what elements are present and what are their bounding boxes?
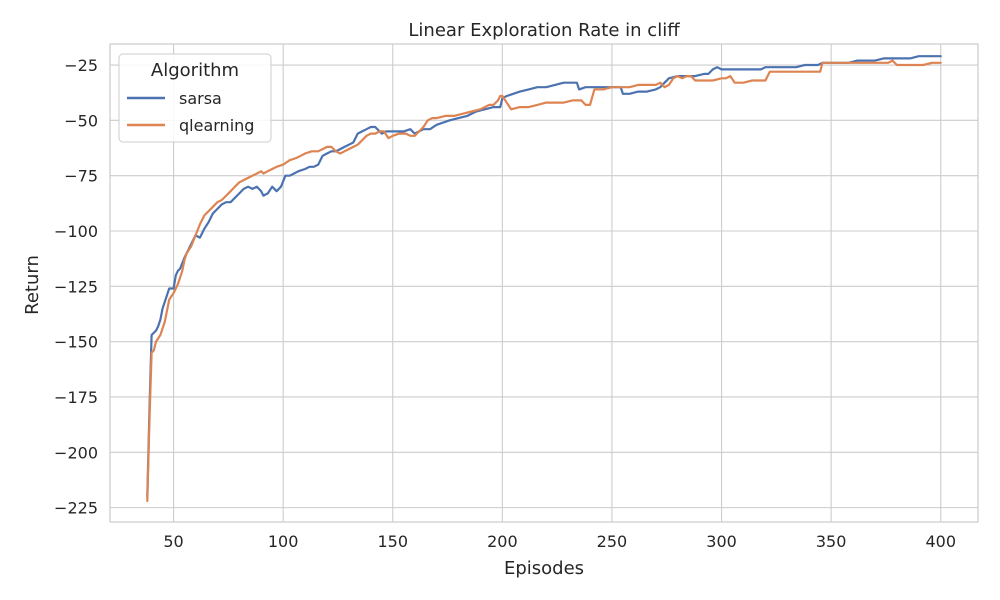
y-tick-label: −225 bbox=[54, 499, 98, 518]
legend-label-sarsa: sarsa bbox=[179, 89, 222, 108]
series-line-sarsa bbox=[146, 55, 942, 498]
x-tick-label: 50 bbox=[163, 532, 183, 551]
series-line-qlearning bbox=[146, 59, 942, 503]
y-tick-label: −100 bbox=[54, 222, 98, 241]
y-tick-label: −125 bbox=[54, 277, 98, 296]
legend-label-qlearning: qlearning bbox=[179, 116, 254, 135]
legend-title: Algorithm bbox=[151, 60, 239, 81]
x-tick-label: 150 bbox=[377, 532, 408, 551]
x-tick-label: 100 bbox=[268, 532, 299, 551]
x-tick-label: 350 bbox=[816, 532, 847, 551]
y-tick-label: −75 bbox=[64, 167, 98, 186]
plot-frame bbox=[109, 43, 979, 523]
x-tick-label: 250 bbox=[597, 532, 628, 551]
x-tick-label: 200 bbox=[487, 532, 518, 551]
x-tick-label: 400 bbox=[925, 532, 956, 551]
y-axis-label: Return bbox=[22, 255, 43, 315]
x-tick-label: 300 bbox=[706, 532, 737, 551]
legend: Algorithm sarsa qlearning bbox=[118, 53, 272, 143]
y-tick-labels: −25 −50 −75 −100 −125 −150 −175 −200 −225 bbox=[54, 56, 98, 518]
series-layer bbox=[146, 55, 942, 503]
legend-box bbox=[118, 53, 272, 143]
x-axis-label: Episodes bbox=[504, 558, 584, 579]
chart-title: Linear Exploration Rate in cliff bbox=[408, 20, 680, 41]
y-tick-label: −25 bbox=[64, 56, 98, 75]
y-tick-label: −200 bbox=[54, 443, 98, 462]
y-tick-label: −50 bbox=[64, 111, 98, 130]
x-tick-labels: 50 100 150 200 250 300 350 400 bbox=[163, 532, 956, 551]
y-tick-label: −175 bbox=[54, 388, 98, 407]
y-tick-label: −150 bbox=[54, 333, 98, 352]
